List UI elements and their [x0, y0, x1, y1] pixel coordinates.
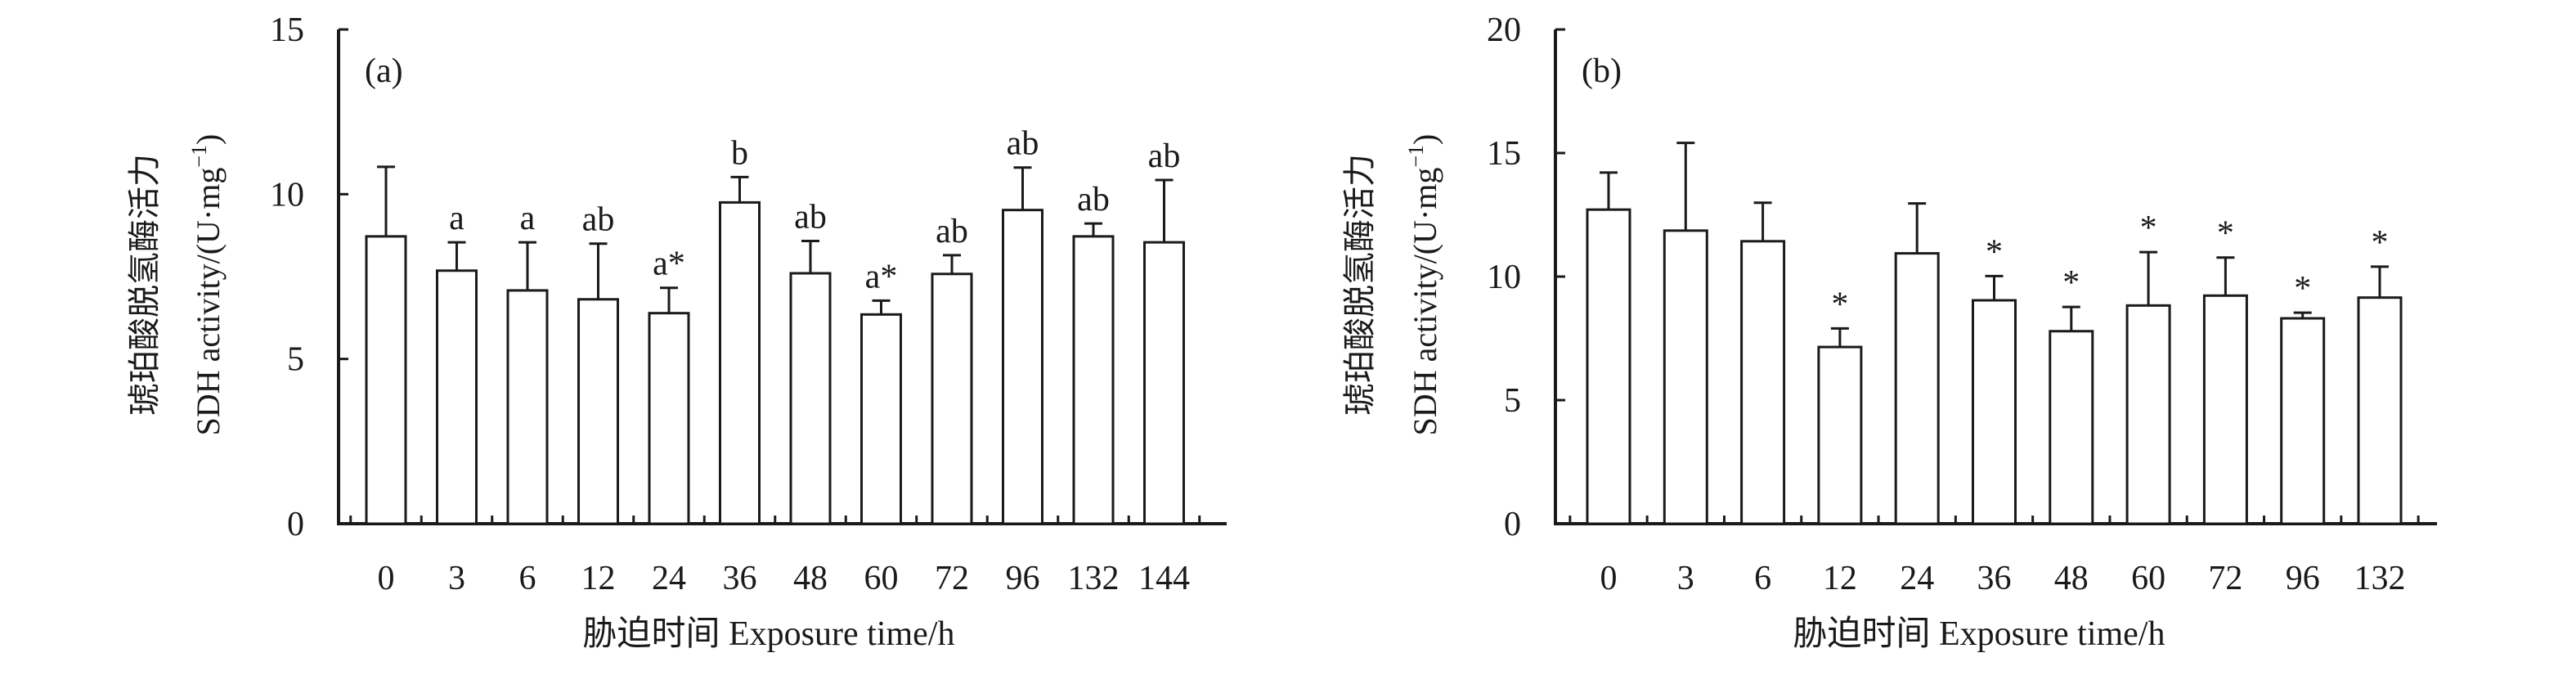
bar [1817, 345, 1863, 525]
bar [2280, 317, 2326, 525]
y-tick-label: 15 [1487, 135, 1521, 173]
y-axis-title-cn: 琥珀酸脱氢酶活力 [1341, 154, 1378, 416]
bar [1740, 240, 1786, 525]
x-tick-label: 144 [1138, 560, 1190, 597]
bar [1894, 252, 1940, 525]
chart-panel-a: 0 5 10 15 0 3 a 6 a 12 ab 24 a* 36 b 48 ab 60 a* 72 ab 96 ab 13… [126, 11, 1227, 653]
x-tick-label: 3 [1677, 560, 1694, 597]
x-tick-label: 60 [2131, 560, 2165, 597]
bar [577, 298, 619, 525]
x-tick-label: 0 [1600, 560, 1618, 597]
x-tick-label: 132 [2354, 560, 2406, 597]
x-axis-title: 胁迫时间 Exposure time/h [1793, 615, 2165, 653]
y-tick-label: 10 [1487, 259, 1521, 296]
x-tick-label: 0 [378, 560, 395, 597]
y-axis-title-close: ) [1407, 134, 1443, 145]
bar [2202, 294, 2248, 525]
y-axis-title-en: SDH activity/(U·mg−1) [1404, 134, 1443, 436]
y-tick-label: 0 [287, 506, 304, 543]
bar [1072, 235, 1115, 525]
bar [2357, 296, 2403, 525]
bar [1663, 229, 1708, 525]
significance-label: ab [582, 201, 615, 239]
significance-label: a* [653, 245, 685, 283]
x-tick-label: 72 [2208, 560, 2242, 597]
bar [2049, 330, 2094, 525]
significance-label: * [1986, 233, 2003, 271]
significance-label: ab [936, 213, 968, 250]
significance-label: b [731, 134, 748, 172]
x-tick-label: 48 [793, 560, 828, 597]
bar [860, 313, 902, 525]
significance-label: a [449, 200, 464, 237]
x-tick-label: 36 [1977, 560, 2012, 597]
y-axis-title-cn: 琥珀酸脱氢酶活力 [126, 154, 163, 416]
significance-label: ab [1148, 137, 1181, 175]
x-tick-label: 24 [652, 560, 686, 597]
y-axis-title-superscript: −1 [187, 145, 211, 168]
x-tick-label: 36 [723, 560, 757, 597]
bar [365, 235, 407, 525]
significance-label: a [520, 200, 536, 237]
y-axis-title-close: ) [190, 134, 227, 145]
significance-label: ab [794, 199, 827, 236]
bar [436, 269, 478, 525]
significance-label: * [2140, 209, 2157, 247]
significance-label: * [2294, 270, 2311, 308]
y-axis-title-main: SDH activity/(U·mg [190, 168, 227, 436]
significance-label: * [2217, 215, 2234, 253]
x-tick-label: 96 [1006, 560, 1040, 597]
x-tick-label: 6 [1754, 560, 1771, 597]
significance-label: a* [865, 258, 898, 295]
significance-label: * [2062, 264, 2080, 302]
bar [1972, 299, 2017, 525]
panel-label: (a) [365, 52, 403, 90]
significance-label: * [2372, 224, 2389, 262]
x-tick-label: 12 [581, 560, 616, 597]
significance-label: ab [1007, 125, 1039, 163]
x-tick-label: 6 [519, 560, 536, 597]
x-tick-label: 12 [1823, 560, 1857, 597]
x-tick-label: 96 [2286, 560, 2320, 597]
significance-label: * [1831, 286, 1848, 323]
bar [1586, 208, 1631, 525]
x-tick-label: 3 [448, 560, 465, 597]
x-tick-label: 48 [2054, 560, 2089, 597]
bar [789, 272, 832, 525]
y-tick-label: 5 [287, 341, 304, 379]
x-tick-label: 24 [1900, 560, 1934, 597]
y-axis-title-en: SDH activity/(U·mg−1) [187, 134, 227, 436]
x-tick-label: 132 [1068, 560, 1120, 597]
y-axis-title-superscript: −1 [1404, 145, 1428, 168]
y-tick-label: 15 [270, 11, 304, 49]
bar [506, 289, 549, 525]
y-axis-title-main: SDH activity/(U·mg [1407, 168, 1443, 436]
y-tick-label: 0 [1504, 506, 1521, 543]
y-tick-label: 20 [1487, 11, 1521, 49]
bar [719, 200, 761, 525]
bar [1002, 209, 1043, 525]
y-tick-label: 10 [270, 176, 304, 214]
bar [648, 312, 690, 525]
bar [931, 272, 973, 525]
bar [1143, 241, 1185, 525]
x-tick-label: 60 [864, 560, 899, 597]
panel-label: (b) [1582, 52, 1622, 90]
significance-label: ab [1077, 181, 1110, 218]
x-tick-label: 72 [935, 560, 969, 597]
x-axis-title: 胁迫时间 Exposure time/h [583, 615, 955, 653]
bar [2125, 304, 2171, 525]
y-tick-label: 5 [1504, 382, 1521, 420]
